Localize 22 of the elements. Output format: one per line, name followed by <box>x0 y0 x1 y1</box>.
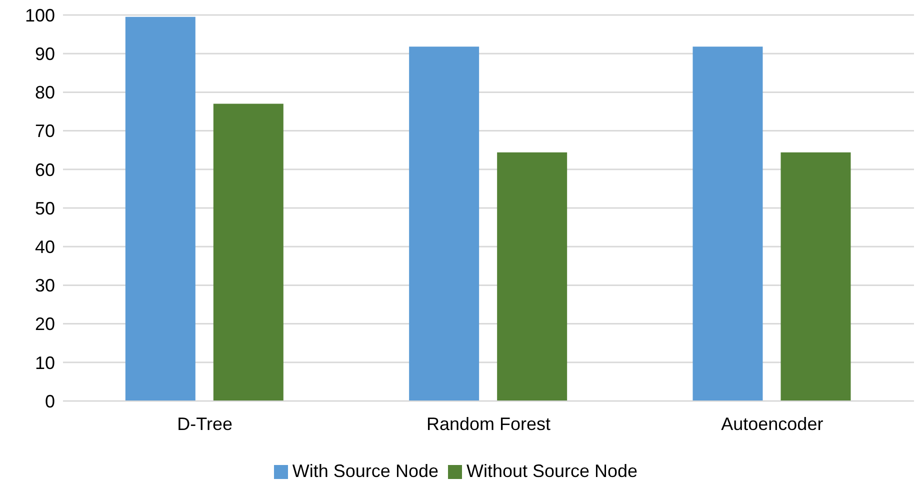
y-tick-label: 0 <box>44 391 55 412</box>
bar <box>692 46 763 401</box>
y-tick-label: 10 <box>34 352 55 373</box>
bar <box>409 46 480 401</box>
legend-label: Without Source Node <box>466 461 638 481</box>
y-tick-label: 30 <box>34 276 55 296</box>
y-tick-label: 90 <box>34 44 55 64</box>
x-tick-label: Random Forest <box>426 414 551 434</box>
y-tick-label: 40 <box>34 236 55 257</box>
x-tick-label: D-Tree <box>177 414 233 434</box>
y-tick-label: 50 <box>34 198 55 218</box>
y-tick-label: 100 <box>24 5 55 26</box>
bar <box>497 152 568 401</box>
bar <box>780 152 851 401</box>
y-tick-label: 20 <box>34 314 55 334</box>
bar <box>213 104 284 401</box>
bar <box>125 16 196 401</box>
x-tick-label: Autoencoder <box>721 414 824 434</box>
y-tick-label: 60 <box>34 160 55 180</box>
y-tick-label: 80 <box>34 82 55 103</box>
y-tick-label: 70 <box>34 121 55 142</box>
legend-label: With Source Node <box>292 461 438 481</box>
